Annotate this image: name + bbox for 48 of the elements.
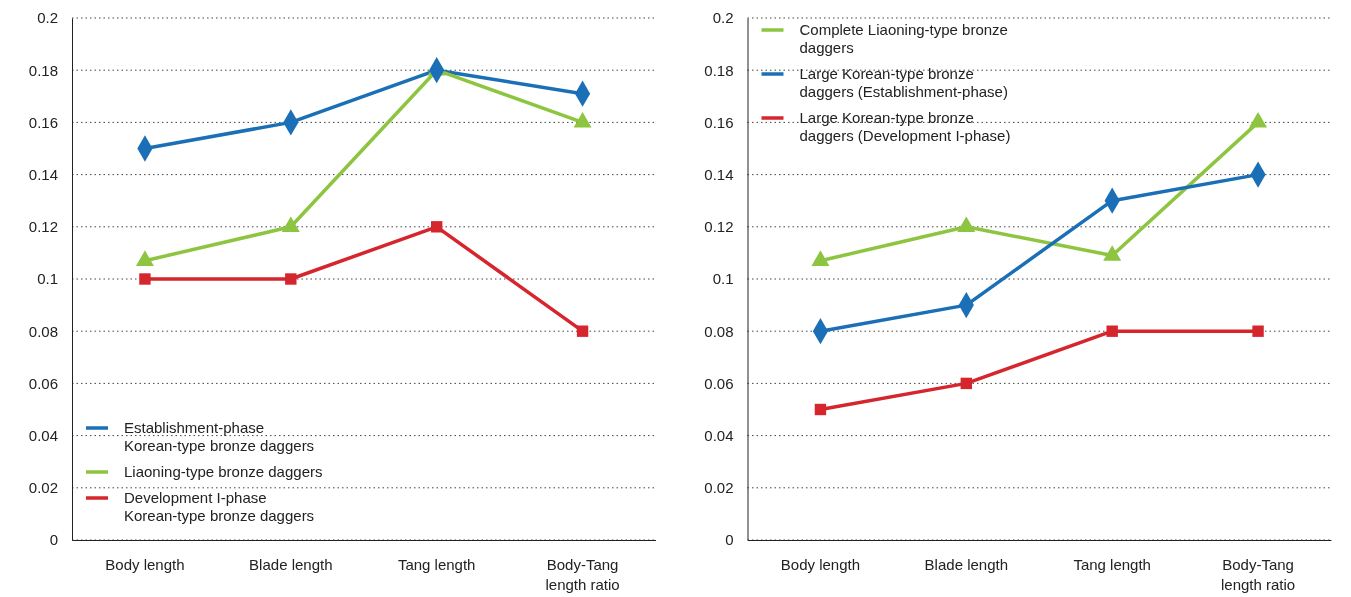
legend-label: Large Korean-type bronze daggers (Development I-phase) <box>799 109 1011 144</box>
point <box>811 250 830 266</box>
y-tick-label: 0.04 <box>704 426 734 444</box>
y-tick-label: 0.16 <box>28 113 58 131</box>
y-tick-label: 0.14 <box>28 165 58 183</box>
legend-label: Development I-phase Korean-type bronze daggers <box>124 489 315 524</box>
y-tick-label: 0.18 <box>704 61 734 79</box>
y-tick-label: 0.06 <box>704 374 734 392</box>
y-tick-label: 0.12 <box>704 218 734 236</box>
point <box>957 216 976 232</box>
y-tick-label: 0.2 <box>712 9 734 27</box>
y-tick-label: 0.08 <box>704 322 734 340</box>
point <box>814 403 827 416</box>
y-tick-label: 0.2 <box>37 9 58 27</box>
x-tick-label: Body length <box>780 556 861 573</box>
point <box>576 325 589 337</box>
x-tick-label: Tang length <box>1073 556 1151 573</box>
legend-label: Large Korean-type bronze daggers (Establishment-phase) <box>799 65 1008 100</box>
point <box>1106 325 1118 337</box>
point <box>1249 112 1268 128</box>
y-tick-label: 0.04 <box>28 426 58 444</box>
point <box>1103 245 1122 261</box>
point <box>1252 325 1264 337</box>
legend-label: Establishment-phase Korean-type bronze daggers <box>124 419 315 454</box>
x-tick-label: Blade length <box>249 556 333 573</box>
point <box>139 273 151 285</box>
y-tick-label: 0 <box>725 531 734 549</box>
y-tick-label: 0.16 <box>704 113 734 131</box>
x-tick-label: Tang length <box>397 556 476 573</box>
y-tick-label: 0 <box>49 531 58 549</box>
y-tick-label: 0.02 <box>28 479 58 497</box>
y-tick-label: 0.1 <box>712 270 734 288</box>
x-tick-label: Body-Tang length ratio <box>545 556 620 593</box>
x-tick-label: Body-Tang length ratio <box>1220 556 1296 593</box>
y-tick-label: 0.14 <box>704 165 734 183</box>
y-tick-label: 0.08 <box>28 322 58 340</box>
point <box>285 273 297 285</box>
y-tick-label: 0.18 <box>28 61 58 79</box>
point <box>960 377 973 390</box>
y-tick-label: 0.1 <box>37 270 58 288</box>
point <box>430 221 443 233</box>
y-tick-label: 0.06 <box>28 374 58 392</box>
y-tick-label: 0.12 <box>28 218 58 236</box>
legend-label: Complete Liaoning-type bronze daggers <box>799 21 1008 56</box>
y-tick-label: 0.02 <box>704 479 734 497</box>
x-tick-label: Blade length <box>924 556 1009 573</box>
legend-label: Liaoning-type bronze daggers <box>124 463 323 480</box>
x-tick-label: Body length <box>105 556 185 573</box>
